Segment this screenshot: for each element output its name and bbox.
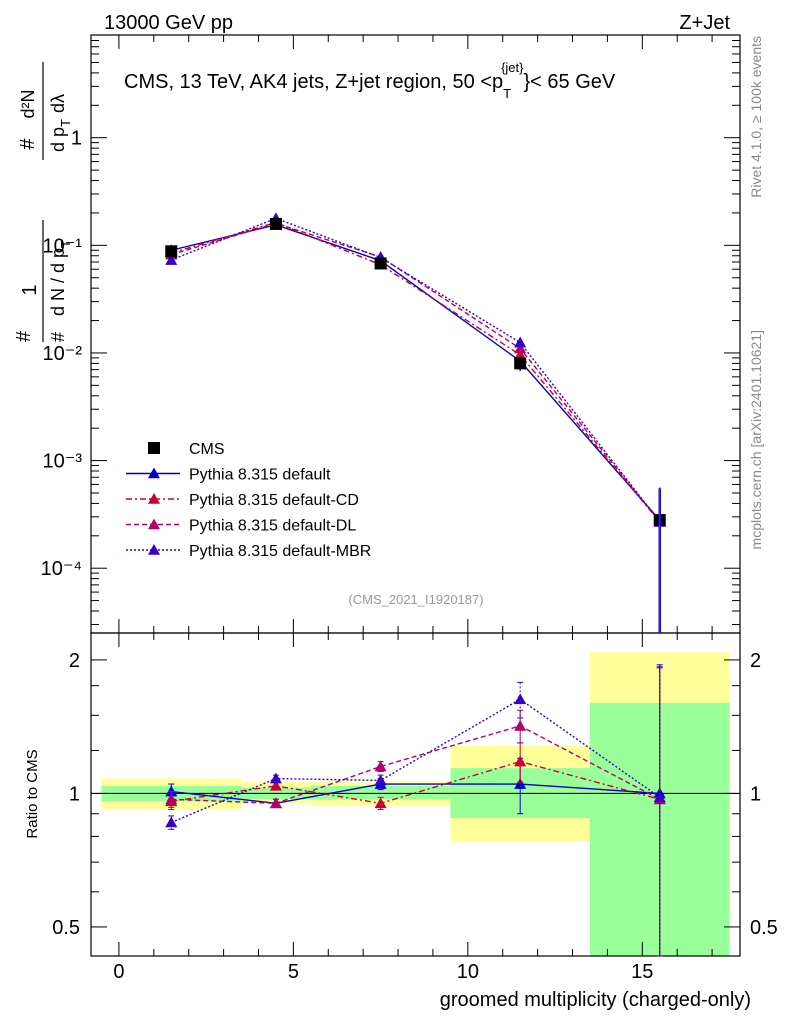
legend-label: Pythia 8.315 default-DL: [189, 518, 356, 535]
legend-entry: Pythia 8.315 default-MBR: [126, 543, 371, 560]
ratio-tick-label: 1: [750, 783, 761, 805]
header-right: Z+Jet: [679, 12, 730, 34]
data-point: [165, 245, 178, 258]
ratio-point: [374, 760, 387, 772]
ratio-tick-label: 0.5: [52, 917, 80, 939]
ratio-point: [165, 793, 178, 805]
ratio-frame: [90, 632, 741, 957]
ratio-point: [269, 779, 282, 791]
series-line: [171, 221, 661, 523]
ratio-point: [653, 791, 666, 803]
svg-text:1: 1: [19, 284, 41, 295]
top-ylabel: 1 # d N / d pT # # d²N d pTdλ: [13, 62, 73, 342]
rivet-label: Rivet 4.1.0, ≥ 100k events: [748, 36, 764, 198]
ratio-tick-label: 2: [750, 650, 761, 672]
legend-marker: [148, 442, 160, 454]
data-point: [374, 257, 387, 270]
y-tick-label: 10⁻¹: [43, 235, 83, 257]
header-left: 13000 GeV pp: [104, 12, 233, 34]
series-point: [514, 342, 527, 354]
ratio-tick-label: 0.5: [750, 917, 778, 939]
band-inner: [310, 785, 451, 800]
ratio-tick-label: 2: [69, 650, 80, 672]
legend-label: CMS: [189, 441, 225, 458]
ratio-point: [374, 774, 387, 786]
y-tick-label: 10⁻⁴: [41, 558, 82, 580]
svg-text:#: #: [13, 330, 35, 342]
svg-text:d²N: d²N: [18, 89, 38, 118]
axes: 0 5 10 15 10⁻⁴ 10⁻³ 10⁻² 10⁻¹ 1 0.5 0.5 1 1 2 2: [41, 34, 778, 983]
ratio-line: [170, 698, 661, 824]
data-point: [514, 357, 527, 370]
ratio-plot-marks: [91, 664, 740, 957]
legend-marker: [148, 467, 160, 479]
x-tick-label: 0: [113, 961, 124, 983]
x-tick-label: 15: [631, 961, 653, 983]
legend-entry: Pythia 8.315 default-DL: [126, 518, 356, 535]
mcplots-label: mcplots.cern.ch [arXiv:2401.10621]: [748, 330, 764, 549]
svg-text:d N / d pT: d N / d pT: [48, 240, 73, 316]
y-tick-label: 10⁻³: [43, 451, 83, 473]
x-tick-label: 10: [457, 961, 479, 983]
legend-label: Pythia 8.315 default-CD: [189, 492, 359, 509]
legend-entry: CMS: [148, 441, 225, 458]
svg-text:#: #: [17, 138, 39, 150]
y-tick-label: 1: [71, 128, 82, 150]
series-point: [165, 254, 178, 265]
ratio-point: [374, 797, 387, 809]
legend-marker: [148, 544, 160, 555]
legend-entry: Pythia 8.315 default: [126, 467, 331, 484]
ratio-point: [514, 755, 527, 767]
ratio-point: [514, 778, 527, 789]
legend-entry: Pythia 8.315 default-CD: [126, 492, 359, 509]
x-tick-label: 5: [288, 961, 299, 983]
y-tick-label: 10⁻²: [43, 343, 83, 365]
ratio-panel: [90, 632, 741, 957]
series-point: [514, 336, 527, 348]
uncertainty-bands: [101, 652, 730, 956]
svg-text:#: #: [48, 332, 68, 342]
ratio-point: [514, 693, 527, 705]
series-point: [514, 348, 527, 360]
x-axis-label: groomed multiplicity (charged-only): [440, 989, 751, 1011]
ratio-point: [269, 797, 282, 809]
top-plot-marks: [165, 212, 666, 633]
legend: CMS Pythia 8.315 default Pythia 8.315 defa…: [126, 441, 371, 560]
ratio-point: [514, 719, 527, 731]
ratio-ylabel: Ratio to CMS: [24, 749, 41, 838]
legend-label: Pythia 8.315 default-MBR: [189, 543, 371, 560]
ratio-point: [165, 816, 178, 828]
ratio-tick-label: 1: [69, 783, 80, 805]
legend-marker: [148, 518, 160, 530]
plot-title: CMS, 13 TeV, AK4 jets, Z+jet region, 50 …: [124, 60, 616, 101]
svg-text:d pTdλ: d pTdλ: [48, 94, 73, 152]
ratio-point: [269, 772, 282, 784]
legend-label: Pythia 8.315 default: [189, 467, 331, 484]
analysis-watermark: (CMS_2021_I1920187): [348, 592, 483, 607]
legend-marker: [148, 493, 160, 504]
data-point: [269, 217, 282, 230]
